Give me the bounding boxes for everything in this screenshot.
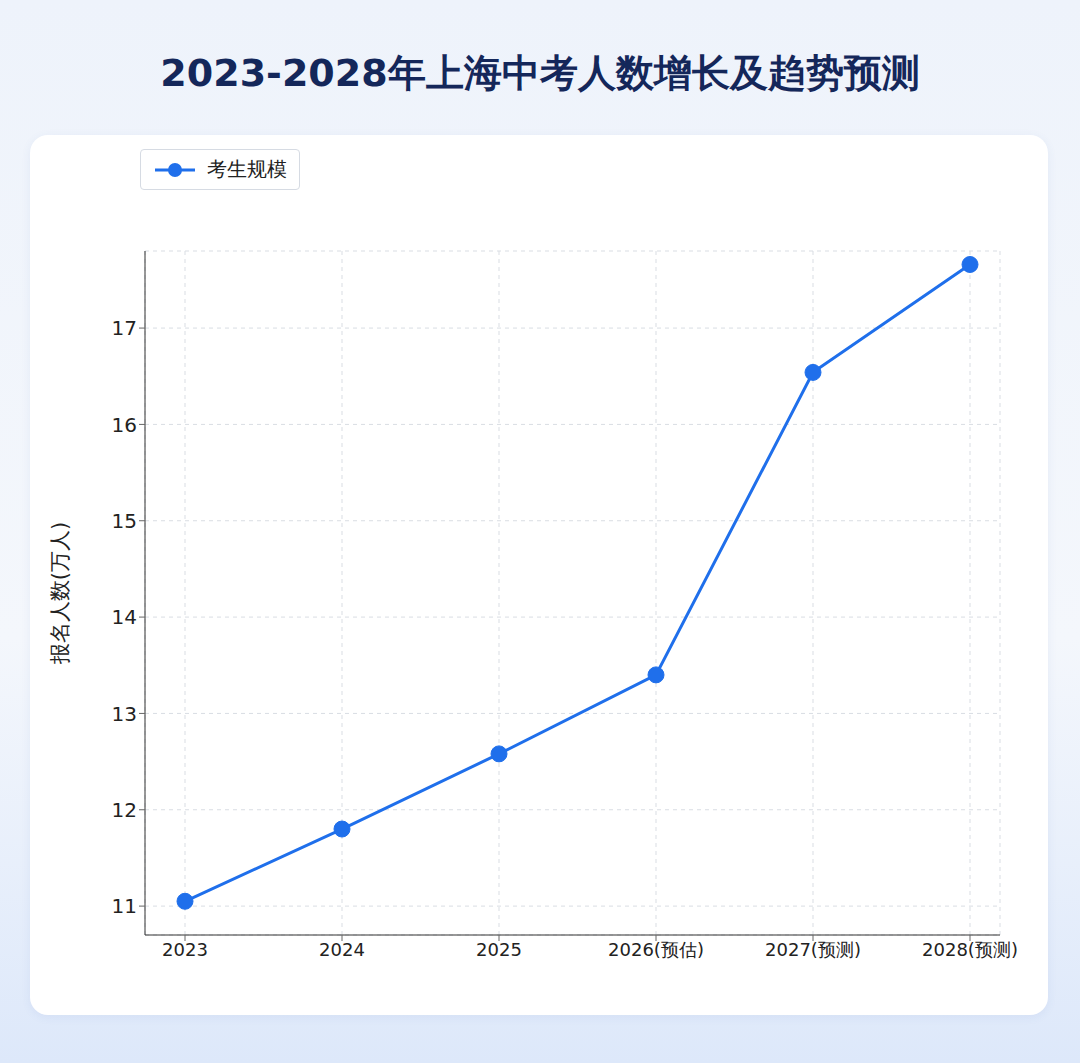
html-text:2023-2028年上海中考人数增长及趋势预测: 2023-2028年上海中考人数增长及趋势预测 — [160, 51, 920, 95]
svg-text:2025: 2025 — [476, 939, 522, 960]
html-text:考生规模: 考生规模 — [207, 157, 287, 181]
svg-text:17: 17 — [112, 316, 137, 340]
svg-text:报名人数(万人): 报名人数(万人) — [48, 522, 72, 665]
svg-text:13: 13 — [112, 702, 137, 726]
svg-text:15: 15 — [112, 509, 137, 533]
svg-text:11: 11 — [112, 894, 137, 918]
svg-text:2028(预测): 2028(预测) — [922, 939, 1018, 960]
svg-text:14: 14 — [112, 605, 137, 629]
svg-text:2024: 2024 — [319, 939, 365, 960]
svg-text:2027(预测): 2027(预测) — [765, 939, 861, 960]
svg-text:2026(预估): 2026(预估) — [608, 939, 704, 960]
svg-text:12: 12 — [112, 798, 137, 822]
svg-text:2023: 2023 — [162, 939, 208, 960]
svg-text:16: 16 — [112, 413, 137, 437]
